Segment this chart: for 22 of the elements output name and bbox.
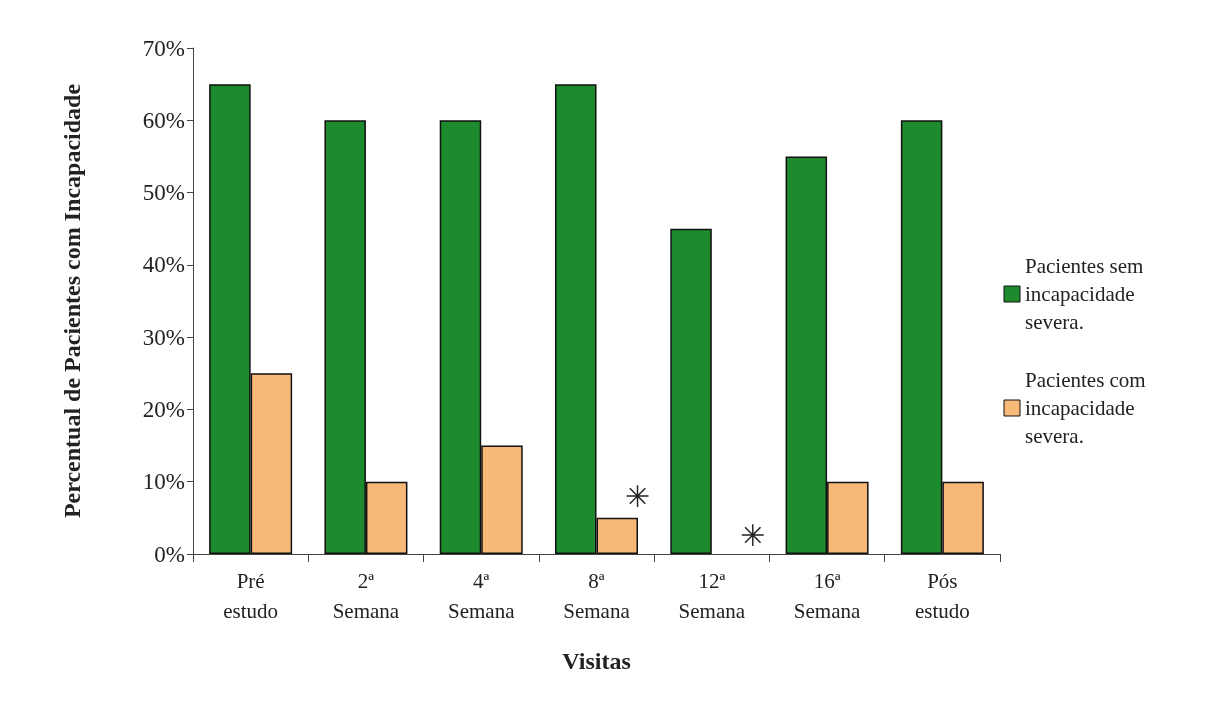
y-tick-label: 50%	[142, 180, 185, 206]
y-tick-label: 40%	[142, 252, 185, 278]
y-tick-label: 70%	[142, 35, 185, 61]
x-tick-label: Pós estudo	[914, 569, 970, 623]
annotation: ✳	[739, 518, 766, 554]
x-tick-label: 16ª Semana	[793, 569, 861, 623]
x-tick-label: Pré estudo	[223, 569, 279, 623]
x-tick-label: 12ª Semana	[678, 569, 746, 623]
x-tick-label: 2ª Semana	[332, 569, 400, 623]
y-axis-title: Percentual de Pacientes com Incapacidade	[59, 83, 85, 519]
y-tick-label: 20%	[142, 396, 185, 422]
y-tick-label: 10%	[142, 469, 185, 495]
y-tick-label: 60%	[142, 107, 185, 133]
legend-label: Pacientes com incapacidade severa.	[1025, 368, 1151, 448]
x-axis-title: Visitas	[562, 648, 631, 674]
legend-label: Pacientes sem incapacidade severa.	[1025, 254, 1149, 334]
x-tick-label: 8ª Semana	[563, 569, 631, 623]
y-tick-label: 0%	[154, 541, 185, 567]
bar	[670, 228, 712, 554]
annotation: ✳	[624, 478, 650, 514]
x-tick-label: 4ª Semana	[447, 569, 516, 623]
y-tick-label: 30%	[142, 324, 185, 350]
